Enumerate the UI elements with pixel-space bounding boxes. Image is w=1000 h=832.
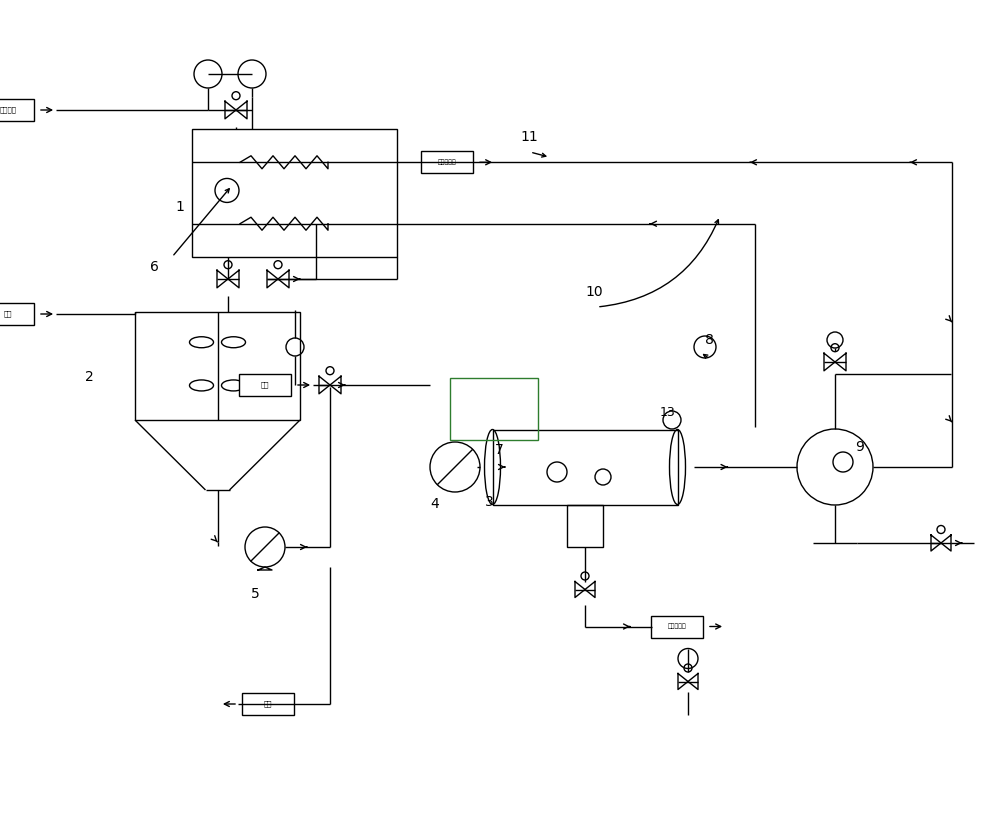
FancyBboxPatch shape	[651, 616, 703, 637]
FancyBboxPatch shape	[421, 151, 473, 173]
Text: 6: 6	[150, 260, 159, 274]
Text: 9: 9	[855, 440, 864, 454]
Text: 5: 5	[251, 587, 259, 601]
FancyBboxPatch shape	[0, 99, 34, 121]
Text: 10: 10	[585, 285, 603, 299]
Bar	[450, 378, 538, 440]
Text: 4: 4	[431, 497, 439, 511]
FancyBboxPatch shape	[239, 374, 291, 396]
Text: 废水: 废水	[264, 701, 272, 707]
Text: 3: 3	[485, 495, 494, 509]
Text: 成品硫磺出: 成品硫磺出	[438, 160, 456, 165]
Bar	[135, 312, 300, 420]
Text: 1: 1	[175, 200, 184, 214]
Bar	[567, 504, 603, 547]
Text: 8: 8	[705, 333, 714, 347]
Bar	[192, 129, 397, 257]
Bar	[493, 429, 678, 504]
Text: 蒸汽: 蒸汽	[261, 382, 269, 389]
Text: 2: 2	[85, 370, 94, 384]
FancyBboxPatch shape	[0, 303, 34, 325]
Text: 液硫子水: 液硫子水	[0, 106, 17, 113]
Text: 硫磺: 硫磺	[4, 310, 12, 317]
Text: 成品硫磺出: 成品硫磺出	[668, 624, 686, 629]
Text: 13: 13	[660, 405, 676, 418]
FancyBboxPatch shape	[242, 693, 294, 715]
Text: 7: 7	[495, 443, 504, 457]
Text: 11: 11	[520, 130, 538, 144]
